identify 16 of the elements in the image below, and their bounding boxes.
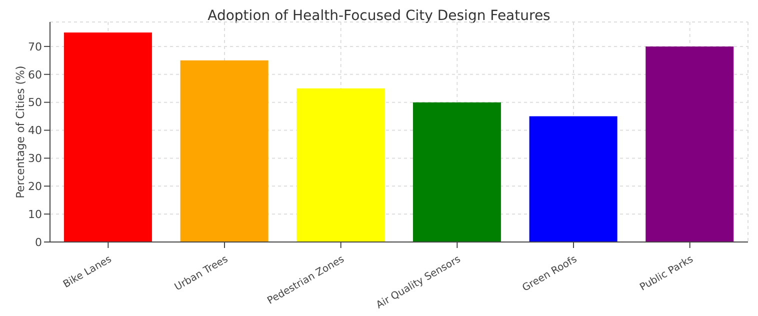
y-tick-label: 30 <box>28 152 42 166</box>
chart-title: Adoption of Health-Focused City Design Features <box>206 8 552 24</box>
y-tick-label: 10 <box>28 208 42 221</box>
bar <box>296 88 385 242</box>
y-tick-label: 0 <box>35 236 42 249</box>
bar <box>529 116 618 242</box>
y-tick-label: 20 <box>28 180 42 194</box>
y-tick-label: 50 <box>28 96 42 110</box>
bar <box>180 60 268 242</box>
y-tick-label: 40 <box>28 124 42 138</box>
bar <box>64 32 152 242</box>
y-axis-title: Percentage of Cities (%) <box>14 66 27 198</box>
y-tick-label: 60 <box>28 68 42 82</box>
bar <box>412 102 501 242</box>
bar <box>646 46 734 242</box>
y-tick-label: 70 <box>28 40 42 54</box>
